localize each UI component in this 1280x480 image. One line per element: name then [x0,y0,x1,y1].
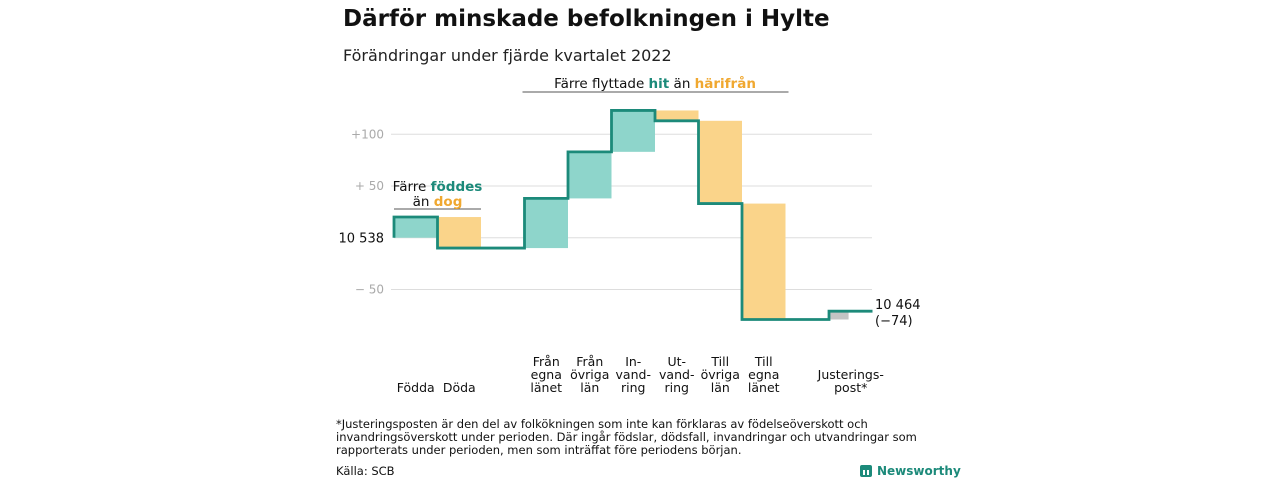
annotation-text: Färre flyttade hit än härifrån [554,75,756,92]
annotation-text: än dog [413,194,463,210]
category-label: Döda [443,380,476,395]
category-label: egna [531,367,562,382]
category-label: ring [665,380,689,395]
waterfall-bar [829,311,849,320]
y-tick-label: − 50 [355,282,384,296]
category-label: post* [834,380,867,395]
waterfall-bar [524,198,568,249]
start-value-label: 10 538 [339,232,385,247]
waterfall-bar [568,151,612,199]
category-label: län [711,380,730,395]
newsworthy-icon [860,465,872,477]
chart-subtitle: Förändringar under fjärde kvartalet 2022 [343,46,672,65]
brand-logo: Newsworthy [860,464,961,478]
annotation-text: Färre föddes [393,179,483,195]
category-label: Från [576,354,603,369]
brand-name: Newsworthy [877,464,961,478]
waterfall-bar [394,217,438,238]
waterfall-bar [655,110,699,121]
category-label: län [580,380,599,395]
category-label: övriga [701,367,740,382]
annotation-part: härifrån [695,75,756,92]
y-tick-label: +100 [351,127,384,141]
category-label: Ut- [667,354,686,369]
category-label: vand- [616,367,651,382]
waterfall-bar [611,110,655,152]
waterfall-bar [742,203,786,320]
category-label: länet [748,380,780,395]
category-label: vand- [659,367,694,382]
annotation-part: Färre [393,179,431,195]
category-label: Från [533,354,560,369]
category-label: ring [621,380,645,395]
annotation-part: föddes [431,179,483,195]
category-label: In- [625,354,641,369]
source-text: Källa: SCB [336,464,395,478]
annotation-part: än [413,194,434,210]
waterfall-bar [698,120,742,204]
annotation-part: dog [434,194,463,210]
y-tick-label: + 50 [355,179,384,193]
category-label: Till [754,354,773,369]
category-label: övriga [570,367,609,382]
category-label: egna [748,367,779,382]
end-value-label: 10 464 [875,298,921,313]
category-label: Födda [397,380,435,395]
category-label: länet [530,380,562,395]
category-label: Justerings- [817,367,884,382]
end-change-label: (−74) [875,314,913,329]
chart-footnote: *Justeringsposten är den del av folkökni… [336,417,917,457]
annotation-part: hit [649,76,670,92]
waterfall-bar [437,217,481,249]
annotation-part: än [669,76,694,92]
chart-title: Därför minskade befolkningen i Hylte [343,6,830,32]
waterfall-step-line [392,109,873,321]
category-label: Till [710,354,729,369]
waterfall-chart: +100 + 50 − 50 10 538 10 464(−74) Födda Döda Fr… [339,75,921,395]
annotation-part: Färre flyttade [554,76,648,92]
